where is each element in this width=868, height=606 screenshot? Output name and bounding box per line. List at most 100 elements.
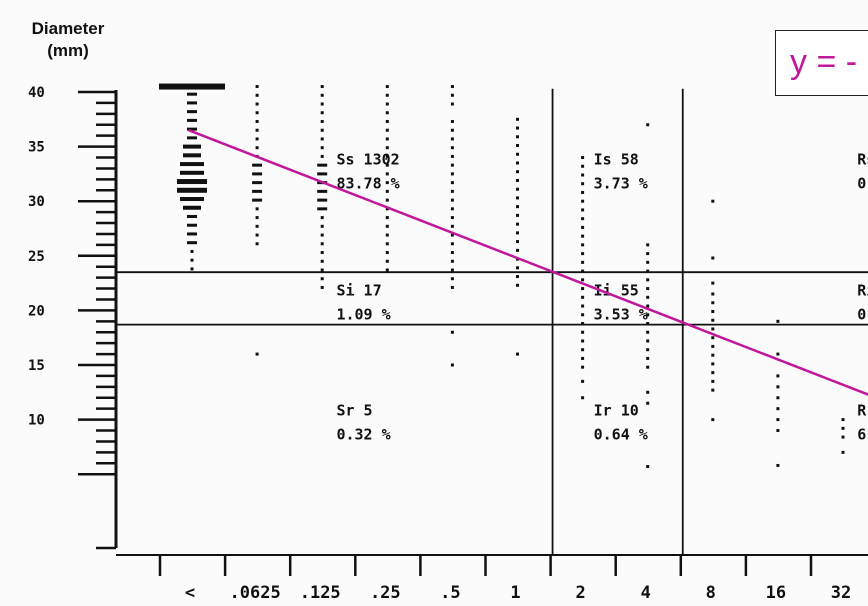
diameter-dot: [320, 224, 324, 228]
diameter-dot: [385, 93, 389, 97]
diameter-dot: [776, 374, 780, 378]
diameter-dot: [711, 353, 715, 357]
diameter-dot: [385, 251, 389, 255]
diameter-dot: [320, 233, 324, 237]
diameter-dot: [317, 207, 328, 211]
diameter-dot: [516, 161, 519, 165]
diameter-dot: [450, 146, 454, 150]
diameter-dot: [450, 154, 454, 158]
y-axis-title-line-1: Diameter: [31, 19, 105, 38]
diameter-dot: [190, 258, 194, 262]
diameter-dot: [187, 101, 197, 105]
diameter-dot: [646, 390, 650, 394]
diameter-dot: [320, 119, 324, 123]
x-tick-label: 2: [575, 583, 585, 603]
diameter-dot: [385, 163, 389, 167]
diameter-dot: [450, 259, 454, 263]
diameter-dot: [450, 198, 454, 202]
diameter-dot: [187, 127, 197, 131]
diameter-dot: [776, 352, 780, 356]
x-tick-label: .25: [370, 583, 401, 603]
diameter-dot: [516, 187, 519, 191]
diameter-dot: [385, 242, 389, 246]
diameter-dot: [646, 287, 650, 291]
diameter-dot: [711, 301, 715, 305]
diameter-dot: [581, 379, 585, 383]
x-tick-label: .125: [300, 583, 341, 603]
diameter-dot: [450, 163, 454, 167]
diameter-dot: [516, 283, 519, 287]
diameter-dot: [581, 313, 585, 317]
x-tick-label: 8: [706, 583, 716, 603]
diameter-dot: [187, 110, 197, 114]
diameter-dot: [776, 385, 780, 389]
diameter-dot: [841, 426, 845, 430]
cell-percent-label: 1.09 %: [336, 305, 390, 323]
diameter-dot: [320, 93, 324, 97]
diameter-dot: [646, 356, 650, 360]
diameter-dot: [516, 240, 519, 244]
diameter-dot: [255, 224, 259, 228]
diameter-dot: [516, 152, 519, 156]
y-axis-title: Diameter (mm): [22, 18, 114, 62]
diameter-dot: [581, 199, 585, 203]
cell-percent-label: 3.73 %: [594, 174, 648, 192]
cell-percent-label: 0.: [857, 305, 868, 323]
diameter-dot: [320, 154, 324, 158]
diameter-dot: [255, 119, 259, 123]
cell-code-label: Ir 10: [594, 402, 639, 420]
diameter-dot: [581, 190, 585, 194]
diameter-dot: [581, 156, 585, 160]
diameter-dot: [711, 336, 715, 340]
cell-percent-label: 0.32 %: [336, 426, 390, 444]
diameter-dot: [646, 123, 650, 127]
diameter-dot: [317, 172, 328, 176]
diameter-dot: [711, 379, 715, 383]
y-tick-label: 20: [28, 303, 45, 319]
diameter-dot: [516, 126, 519, 130]
diameter-dot: [450, 277, 454, 281]
diameter-dot: [385, 128, 389, 132]
diameter-dot: [450, 172, 454, 176]
diameter-dot: [516, 248, 519, 252]
diameter-dot: [320, 85, 324, 89]
diameter-dot: [187, 214, 197, 218]
diameter-dot: [450, 363, 454, 367]
diameter-dots: [159, 83, 845, 469]
diameter-dot: [841, 435, 845, 439]
diameter-dot: [255, 85, 259, 89]
diameter-dot: [776, 463, 780, 467]
diameter-dot: [187, 241, 197, 245]
cell-code-label: Ri: [857, 281, 868, 299]
diameter-dot: [711, 388, 715, 392]
cell-code-label: Si 17: [336, 281, 381, 299]
diameter-dot: [255, 102, 259, 106]
diameter-dot: [516, 178, 519, 182]
diameter-dot: [646, 401, 650, 405]
diameter-dot: [646, 243, 650, 247]
diameter-dot: [252, 189, 263, 193]
diameter-dot: [581, 304, 585, 308]
diameter-dot: [385, 268, 389, 272]
diameter-dot: [252, 163, 263, 167]
diameter-dot: [581, 173, 585, 177]
diameter-dot: [581, 365, 585, 369]
diameter-dot: [581, 356, 585, 360]
y-axis: 40 35 30 25 20 15 10: [28, 85, 118, 550]
diameter-dot: [711, 344, 715, 348]
diameter-dot: [581, 252, 585, 256]
diameter-dot: [385, 181, 389, 185]
diameter-dot: [385, 233, 389, 237]
cell-percent-label: 0.64 %: [594, 426, 648, 444]
diameter-dot: [385, 119, 389, 123]
diameter-dot: [255, 111, 259, 115]
diameter-dot: [711, 281, 715, 285]
diameter-dot: [516, 213, 519, 217]
diameter-dot: [252, 198, 263, 202]
diameter-dot: [646, 304, 650, 308]
y-tick-label: 35: [28, 140, 45, 156]
cell-percent-label: 6.: [857, 426, 868, 444]
diameter-dot: [711, 292, 715, 296]
equation-label: y = -: [790, 43, 858, 81]
